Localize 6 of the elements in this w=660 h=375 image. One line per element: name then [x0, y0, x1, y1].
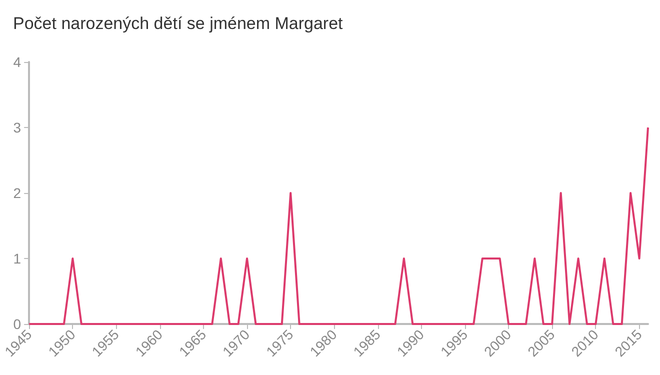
chart-title: Počet narozených dětí se jménem Margaret	[13, 14, 344, 33]
y-tick-label: 0	[13, 316, 22, 332]
y-tick-label: 4	[13, 54, 22, 70]
y-tick-label: 1	[13, 250, 22, 266]
y-tick-label: 3	[13, 120, 22, 136]
y-tick-label: 2	[13, 185, 22, 201]
